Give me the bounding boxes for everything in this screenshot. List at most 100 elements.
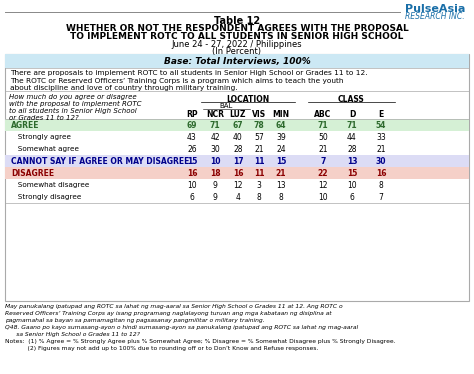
Text: 67: 67 [233,120,243,129]
Bar [5,155,469,167]
Text: 57: 57 [254,132,264,141]
Text: 7: 7 [379,193,383,202]
Text: (In Percent): (In Percent) [212,47,262,56]
Text: 64: 64 [276,120,286,129]
Text: The ROTC or Reserved Officers’ Training Corps is a program which aims to teach t: The ROTC or Reserved Officers’ Training … [10,77,344,83]
Text: 21: 21 [376,144,386,153]
Text: WHETHER OR NOT THE RESPONDENT AGREES WITH THE PROPOSAL: WHETHER OR NOT THE RESPONDENT AGREES WIT… [65,24,409,33]
Text: sa Senior High School o Grades 11 to 12?: sa Senior High School o Grades 11 to 12? [5,332,140,337]
Text: 42: 42 [210,132,220,141]
Text: 30: 30 [210,144,220,153]
Text: 26: 26 [187,144,197,153]
Text: with the proposal to implement ROTC: with the proposal to implement ROTC [9,101,142,107]
Text: 69: 69 [187,120,197,129]
Text: 10: 10 [187,181,197,190]
Text: 11: 11 [254,169,264,178]
Text: There are proposals to implement ROTC to all students in Senior High School or G: There are proposals to implement ROTC to… [10,70,368,76]
Text: E: E [378,110,383,119]
Text: LOCATION: LOCATION [227,95,270,104]
Text: LUZ: LUZ [230,110,246,119]
Text: to all students in Senior High School: to all students in Senior High School [9,108,137,114]
Text: 40: 40 [233,132,243,141]
Text: June 24 - 27, 2022 / Philippines: June 24 - 27, 2022 / Philippines [172,40,302,49]
Text: How much do you agree or disagree: How much do you agree or disagree [9,94,137,100]
Text: Reserved Officers’ Training Corps ay isang programang naglalayong turuan ang mga: Reserved Officers’ Training Corps ay isa… [5,311,332,316]
Text: 71: 71 [210,120,220,129]
Text: 9: 9 [212,181,218,190]
Text: 71: 71 [318,120,328,129]
Text: DISAGREE: DISAGREE [11,169,54,178]
Text: VIS: VIS [252,110,266,119]
Text: Q48. Gaano po kayo sumasang-ayon o hindi sumasang-ayon sa panukalang ipatupad an: Q48. Gaano po kayo sumasang-ayon o hindi… [5,325,358,330]
Text: 8: 8 [279,193,283,202]
Text: 15: 15 [276,156,286,166]
Text: (2) Figures may not add up to 100% due to rounding off or to Don’t Know and Refu: (2) Figures may not add up to 100% due t… [5,346,318,351]
Text: 22: 22 [318,169,328,178]
Text: TO IMPLEMENT ROTC TO ALL STUDENTS IN SENIOR HIGH SCHOOL: TO IMPLEMENT ROTC TO ALL STUDENTS IN SEN… [70,32,404,41]
Text: Somewhat disagree: Somewhat disagree [11,182,90,188]
Bar [5,119,469,131]
Text: or Grades 11 to 12?: or Grades 11 to 12? [9,115,79,121]
Text: 33: 33 [376,132,386,141]
Text: 13: 13 [276,181,286,190]
Text: 21: 21 [318,144,328,153]
Text: 6: 6 [190,193,194,202]
Text: D: D [349,110,355,119]
Text: 18: 18 [210,169,220,178]
Text: 10: 10 [318,193,328,202]
Text: 43: 43 [187,132,197,141]
Bar [5,54,469,301]
Text: 44: 44 [347,132,357,141]
Text: 28: 28 [233,144,243,153]
Text: BAL: BAL [220,103,233,109]
Text: CLASS: CLASS [338,95,365,104]
Text: Somewhat agree: Somewhat agree [11,146,79,152]
Text: 15: 15 [187,156,197,166]
Text: Base: Total Interviews, 100%: Base: Total Interviews, 100% [164,56,310,65]
Text: MIN: MIN [273,110,290,119]
Text: RESEARCH INC.: RESEARCH INC. [405,12,465,21]
Text: AGREE: AGREE [11,120,39,129]
Text: 28: 28 [347,144,357,153]
Text: CANNOT SAY IF AGREE OR MAY DISAGREE: CANNOT SAY IF AGREE OR MAY DISAGREE [11,156,190,166]
Text: 39: 39 [276,132,286,141]
Text: 17: 17 [233,156,243,166]
Text: 6: 6 [349,193,355,202]
Text: 8: 8 [256,193,261,202]
Text: 24: 24 [276,144,286,153]
Text: 4: 4 [236,193,240,202]
Text: 10: 10 [210,156,220,166]
Text: 78: 78 [254,120,264,129]
Text: Table 12: Table 12 [214,16,260,26]
Text: 3: 3 [256,181,262,190]
Text: 16: 16 [233,169,243,178]
Text: about discipline and love of country through military training.: about discipline and love of country thr… [10,85,237,91]
Bar [5,54,469,68]
Text: 16: 16 [376,169,386,178]
Text: 11: 11 [254,156,264,166]
Text: PulseAsia: PulseAsia [405,4,465,14]
Text: ABC: ABC [314,110,332,119]
Text: 21: 21 [276,169,286,178]
Text: Strongly disagree: Strongly disagree [11,194,82,200]
Text: 7: 7 [320,156,326,166]
Text: 15: 15 [347,169,357,178]
Text: 50: 50 [318,132,328,141]
Text: NCR: NCR [206,110,224,119]
Text: 21: 21 [254,144,264,153]
Text: 30: 30 [376,156,386,166]
Text: Strongly agree: Strongly agree [11,134,71,140]
Bar [5,167,469,179]
Text: Notes:  (1) % Agree = % Strongly Agree plus % Somewhat Agree; % Disagree = % Som: Notes: (1) % Agree = % Strongly Agree pl… [5,339,395,344]
Text: RP: RP [186,110,198,119]
Text: 8: 8 [379,181,383,190]
Text: 54: 54 [376,120,386,129]
Text: pagmamahal sa bayan sa pamamagitan ng pagsasanay pangmilitar o military training: pagmamahal sa bayan sa pamamagitan ng pa… [5,318,264,323]
Text: 12: 12 [318,181,328,190]
Text: 16: 16 [187,169,197,178]
Text: 9: 9 [212,193,218,202]
Text: 10: 10 [347,181,357,190]
Text: 12: 12 [233,181,243,190]
Text: 13: 13 [347,156,357,166]
Text: May panukalang ipatupad ang ROTC sa lahat ng mag-aaral sa Senior High School o G: May panukalang ipatupad ang ROTC sa laha… [5,304,343,309]
